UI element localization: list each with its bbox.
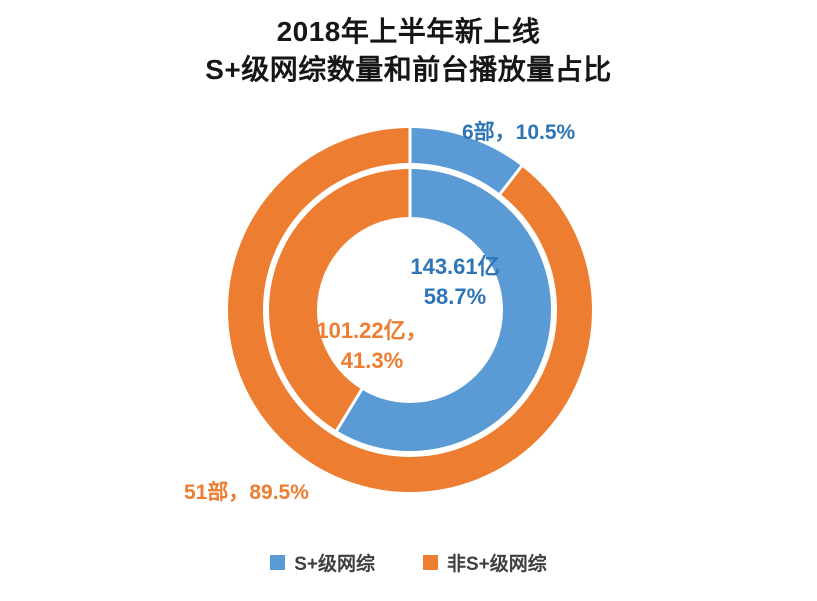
donut-rings-svg: [228, 126, 592, 492]
legend-swatch-s-plus-icon: [270, 555, 286, 570]
inner-blue-value: 143.61亿: [410, 254, 500, 279]
chart-title-line2: S+级网综数量和前台播放量占比: [205, 53, 612, 85]
outer-ring-orange-callout: 51部，89.5%: [184, 481, 309, 504]
chart-title: 2018年上半年新上线 S+级网综数量和前台播放量占比: [0, 13, 817, 88]
legend-label-s-plus: S+级网综: [294, 554, 375, 575]
inner-ring-blue-value-label: 143.61亿 58.7%: [410, 252, 499, 312]
chart-title-line1: 2018年上半年新上线: [276, 16, 541, 47]
outer-ring-blue-callout: 6部，10.5%: [462, 121, 576, 144]
inner-orange-value: 101.22亿，: [316, 318, 428, 343]
segment-divider: [497, 163, 524, 197]
legend-item-non-s-plus: 非S+级网综: [423, 549, 547, 576]
donut-chart: 6部，10.5% 51部，89.5% 143.61亿 58.7% 101.22亿…: [184, 90, 630, 530]
inner-ring-orange-value-label: 101.22亿， 41.3%: [316, 316, 427, 376]
legend-label-non-s-plus: 非S+级网综: [447, 554, 547, 575]
legend: S+级网综 非S+级网综: [0, 549, 817, 576]
legend-swatch-non-s-plus-icon: [423, 555, 438, 570]
inner-blue-percent: 58.7%: [423, 284, 487, 309]
inner-orange-percent: 41.3%: [340, 348, 404, 373]
legend-item-s-plus: S+级网综: [270, 549, 375, 576]
segment-divider: [334, 386, 364, 433]
